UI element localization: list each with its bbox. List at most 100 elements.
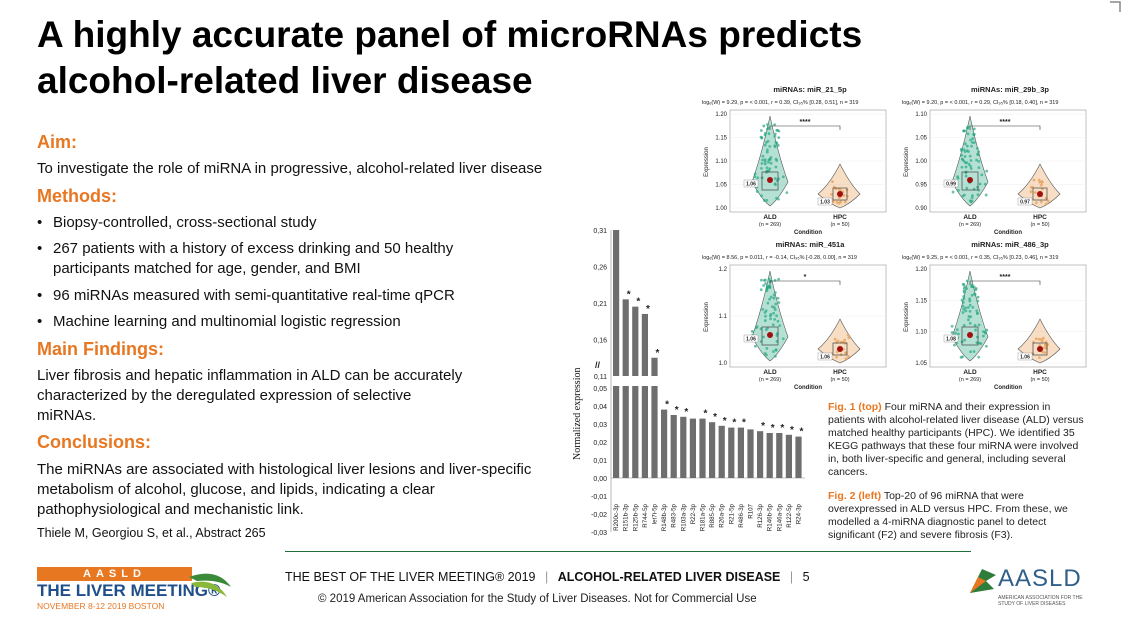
- violin-hpc-point: [1043, 351, 1047, 355]
- violin-plot-area: [929, 264, 1087, 368]
- aasld-logo: AASLD AMERICAN ASSOCIATION FOR THE STUDY…: [968, 565, 1088, 615]
- violin-ald-point: [961, 355, 964, 359]
- violin-ald-mean: [767, 177, 773, 183]
- violin-ald-median: 1.06: [746, 337, 756, 343]
- violin-hpc-point: [831, 180, 834, 184]
- violin-hpc-point: [835, 350, 839, 354]
- violin-ald-point: [978, 182, 982, 186]
- bar-significance-star: *: [684, 407, 688, 418]
- violin-ald-point: [972, 133, 976, 136]
- liver-meeting-logo: AASLD THE LIVER MEETING® NOVEMBER 8-12 2…: [37, 565, 237, 615]
- bar: [622, 299, 629, 376]
- violin-ald-point: [965, 161, 968, 165]
- violin-hpc-median: 1.06: [820, 355, 830, 361]
- violin-ald-point: [968, 321, 972, 325]
- violin-ald-point: [974, 288, 978, 292]
- violin-ald-point: [962, 287, 966, 290]
- bar: [757, 431, 764, 478]
- violin-ald-point: [970, 199, 974, 203]
- violin-hpc-point: [1029, 190, 1033, 194]
- bar: [699, 418, 706, 478]
- bar-ytick: 0,03: [593, 422, 607, 429]
- violin-hpc-point: [844, 357, 848, 361]
- violin-ald-point: [978, 341, 981, 345]
- violin-ald-point: [975, 147, 979, 150]
- fig1-caption: Fig. 1 (top) Four miRNA and their expres…: [828, 401, 1084, 478]
- bar-category-label: R125b-5p: [632, 503, 639, 531]
- bar: [709, 422, 716, 478]
- violin-ytick: 1.0: [719, 361, 728, 367]
- violin-ald-point: [760, 194, 763, 198]
- violin-ald-point: [964, 165, 968, 169]
- violin-ald-point: [976, 311, 979, 315]
- footer-rule: [285, 551, 971, 552]
- violin-ald-point: [974, 328, 977, 332]
- violin-ald-point: [769, 295, 773, 299]
- conclusions-text: The miRNAs are associated with histologi…: [37, 461, 532, 518]
- violin-ald-point: [765, 150, 769, 154]
- bar: [680, 416, 687, 478]
- violin-hpc-point: [843, 338, 847, 342]
- bar-ytick: 0,05: [593, 386, 607, 393]
- violin-hpc-point: [835, 341, 839, 344]
- violin-ald-point: [984, 344, 988, 348]
- violin-ald-point: [969, 159, 973, 162]
- violin-ald-point: [963, 154, 967, 158]
- violin-ald-point: [963, 338, 967, 342]
- violin-sig-label: ****: [800, 119, 811, 126]
- violin-ytick: 1.15: [715, 136, 727, 142]
- violin-ald-box: [761, 171, 779, 191]
- violin-ald-point: [774, 348, 778, 352]
- violin-hpc-mean: [1037, 346, 1043, 352]
- violin-ald-point: [964, 309, 968, 313]
- violin-ald-point: [982, 330, 985, 334]
- violin-xtick-hpc: HPC: [1033, 369, 1047, 376]
- bar-ytick: 0,04: [593, 404, 607, 411]
- violin-ald-point: [977, 159, 981, 163]
- violin-ald-point: [969, 138, 972, 142]
- violin-hpc-point: [1038, 180, 1042, 184]
- bar-category-label: R483-5p: [671, 503, 678, 527]
- bar-significance-star: *: [780, 423, 784, 434]
- violin-ald-point: [774, 302, 778, 306]
- violin-hpc-point: [1040, 339, 1044, 343]
- bar-ytick: 0,26: [593, 265, 607, 272]
- bar-category-label: R107: [748, 503, 755, 518]
- violin-ald-point: [770, 305, 774, 309]
- bar: [661, 409, 668, 478]
- violin-ald-point: [971, 137, 975, 141]
- footer-text: THE BEST OF THE LIVER MEETING® 2019 | AL…: [285, 570, 810, 584]
- violin-hpc-median-box: [817, 197, 833, 206]
- violin-hpc-point: [1039, 183, 1043, 187]
- violin-ald-point: [968, 309, 972, 313]
- violin-hpc-point: [842, 193, 846, 197]
- violin-ald-point: [985, 328, 989, 332]
- violin-ald-point: [765, 346, 769, 350]
- violin-ald-point: [750, 329, 754, 333]
- violin-ald-point: [763, 133, 767, 137]
- bar-category-label: R148b-3p: [661, 503, 668, 531]
- violin-ald-point: [769, 161, 773, 165]
- violin-hpc-median-box: [1017, 197, 1033, 206]
- violin-hpc-box: [832, 187, 848, 201]
- violin-ald-point: [766, 123, 769, 126]
- violin-ald-point: [769, 313, 773, 316]
- violin-ald-point: [968, 303, 972, 307]
- violin-ald-point: [760, 278, 763, 282]
- violin-xtick-ald: ALD: [963, 369, 977, 376]
- violin-ald-point: [965, 144, 969, 148]
- bar-significance-star: *: [800, 427, 804, 438]
- bar-category-label: let7i-5p: [652, 503, 659, 524]
- violin-ald-point: [965, 186, 969, 190]
- violin-ald-point: [761, 158, 765, 162]
- bar: [728, 427, 735, 478]
- violin-ald-point: [768, 144, 772, 148]
- violin-ylabel: Expression: [904, 147, 910, 177]
- bar-significance-star: *: [704, 409, 708, 420]
- violin-xtick-hpc: HPC: [1033, 214, 1047, 221]
- violin-ytick: 1.20: [915, 267, 927, 273]
- violin-ald-point: [773, 177, 777, 180]
- violin-ald-point: [961, 282, 965, 286]
- bar-category-label: R22-3p: [690, 503, 697, 524]
- violin-ald-point: [769, 279, 773, 283]
